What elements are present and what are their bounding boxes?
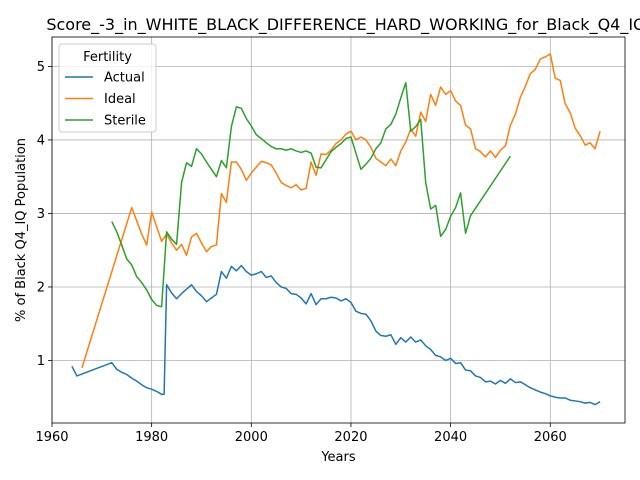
y-tick-label: 1 xyxy=(37,354,45,369)
x-axis-label: Years xyxy=(320,450,356,465)
legend: Fertility Actual Ideal Sterile xyxy=(59,44,156,132)
y-axis-label: % of Black Q4_IQ Population xyxy=(14,138,29,322)
chart-title: Score_-3_in_WHITE_BLACK_DIFFERENCE_HARD_… xyxy=(46,15,640,35)
x-tick-label: 1980 xyxy=(135,430,168,445)
x-tick-label: 1960 xyxy=(35,430,68,445)
x-tick-label: 2000 xyxy=(235,430,268,445)
x-tick-label: 2040 xyxy=(434,430,467,445)
y-tick-label: 3 xyxy=(37,207,45,222)
legend-title: Fertility xyxy=(83,50,132,65)
y-tick-label: 5 xyxy=(37,60,45,75)
legend-label-sterile: Sterile xyxy=(104,114,146,129)
legend-label-ideal: Ideal xyxy=(104,92,136,107)
x-tick-label: 2060 xyxy=(534,430,567,445)
legend-label-actual: Actual xyxy=(104,71,145,86)
y-tick-label: 4 xyxy=(37,133,45,148)
x-tick-label: 2020 xyxy=(334,430,367,445)
y-tick-label: 2 xyxy=(37,280,45,295)
